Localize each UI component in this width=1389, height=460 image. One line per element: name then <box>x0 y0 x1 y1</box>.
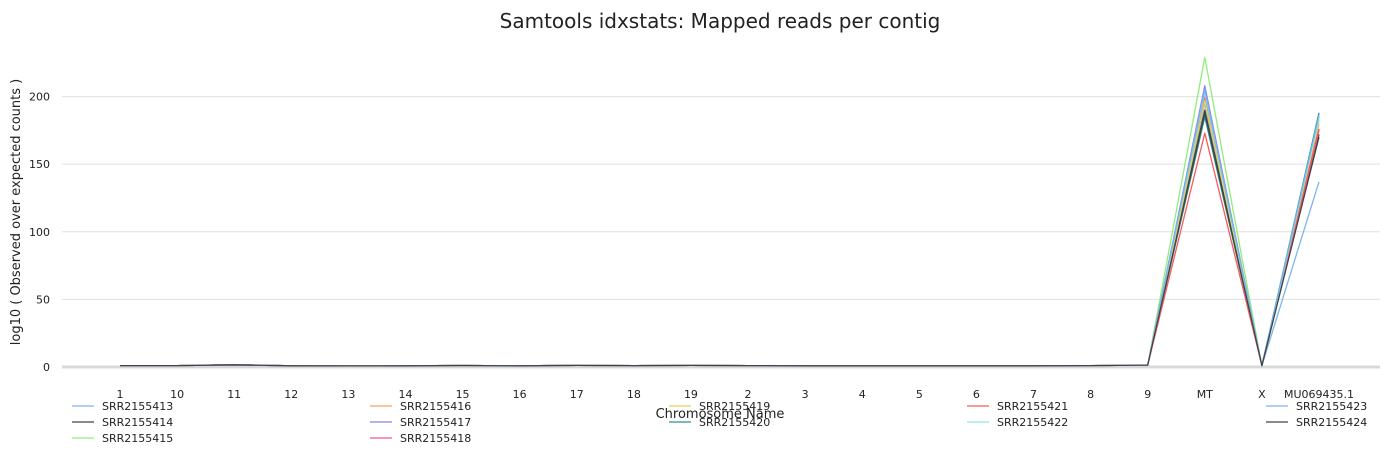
plot-area <box>120 56 1320 367</box>
legend-label: SRR2155419 <box>699 400 770 413</box>
x-axis: 1 10 11 12 13 14 15 16 17 18 19 2 3 4 5 6 7 8 9 MT X MU069435… <box>117 388 1355 401</box>
y-tick-label: 0 <box>43 361 50 374</box>
legend-label: SRR2155420 <box>699 416 770 429</box>
legend-item: SRR2155423 <box>1266 400 1367 413</box>
x-tick-label: 7 <box>1030 388 1037 401</box>
x-tick-label: 19 <box>684 388 698 401</box>
x-tick-label: MT <box>1197 388 1213 401</box>
series-line-SRR2155416 <box>120 95 1320 367</box>
x-tick-label: 1 <box>117 388 124 401</box>
legend-item: SRR2155414 <box>72 416 173 429</box>
x-tick-label: 9 <box>1144 388 1151 401</box>
legend-label: SRR2155421 <box>997 400 1068 413</box>
x-tick-label: 13 <box>341 388 355 401</box>
y-tick-label: 150 <box>29 158 50 171</box>
x-tick-label: 4 <box>859 388 866 401</box>
legend-item: SRR2155422 <box>967 416 1068 429</box>
x-tick-label: X <box>1258 388 1266 401</box>
legend-item: SRR2155419 <box>669 400 770 413</box>
legend-label: SRR2155413 <box>102 400 173 413</box>
x-tick-label: 12 <box>284 388 298 401</box>
legend-item: SRR2155421 <box>967 400 1068 413</box>
series-line-SRR2155420 <box>120 112 1320 367</box>
legend-label: SRR2155417 <box>400 416 471 429</box>
y-tick-label: 100 <box>29 226 50 239</box>
x-tick-label: 16 <box>513 388 527 401</box>
legend-label: SRR2155422 <box>997 416 1068 429</box>
legend-item: SRR2155415 <box>72 432 173 445</box>
legend-label: SRR2155423 <box>1296 400 1367 413</box>
chart-title: Samtools idxstats: Mapped reads per cont… <box>500 9 941 33</box>
series-line-SRR2155413 <box>120 102 1320 367</box>
x-tick-label: 3 <box>802 388 809 401</box>
y-tick-label: 50 <box>36 293 50 306</box>
x-tick-label: 2 <box>745 388 752 401</box>
x-tick-label: MU069435.1 <box>1284 388 1354 401</box>
y-axis: 0 50 100 150 200 <box>29 91 50 374</box>
x-tick-label: 5 <box>916 388 923 401</box>
legend-label: SRR2155418 <box>400 432 471 445</box>
legend: SRR2155413 SRR2155414 SRR2155415 SRR2155416… <box>72 400 1367 445</box>
x-tick-label: 17 <box>570 388 584 401</box>
series-line-SRR2155414 <box>120 109 1320 367</box>
x-tick-label: 14 <box>398 388 412 401</box>
series-line-SRR2155424 <box>120 112 1320 367</box>
series-line-SRR2155423 <box>120 89 1320 367</box>
legend-label: SRR2155414 <box>102 416 173 429</box>
series-line-SRR2155422 <box>120 91 1320 367</box>
legend-label: SRR2155416 <box>400 400 471 413</box>
grid <box>62 96 1380 369</box>
series-line-SRR2155418 <box>120 95 1320 367</box>
x-tick-label: 6 <box>973 388 980 401</box>
legend-item: SRR2155424 <box>1266 416 1367 429</box>
legend-label: SRR2155424 <box>1296 416 1367 429</box>
series-line-SRR2155417 <box>120 85 1320 367</box>
legend-item: SRR2155418 <box>370 432 471 445</box>
x-tick-label: 8 <box>1087 388 1094 401</box>
legend-item: SRR2155420 <box>669 416 770 429</box>
legend-item: SRR2155417 <box>370 416 471 429</box>
x-tick-label: 11 <box>227 388 241 401</box>
x-axis-label: Chromosome Name <box>656 407 785 422</box>
x-tick-label: 15 <box>456 388 470 401</box>
series-line-SRR2155419 <box>120 99 1320 367</box>
y-axis-label: log10 ( Observed over expected counts ) <box>9 79 24 346</box>
legend-item: SRR2155413 <box>72 400 173 413</box>
series-line-SRR2155415 <box>120 56 1320 367</box>
legend-item: SRR2155416 <box>370 400 471 413</box>
x-tick-label: 18 <box>627 388 641 401</box>
x-tick-label: 10 <box>170 388 184 401</box>
y-tick-label: 200 <box>29 91 50 104</box>
legend-label: SRR2155415 <box>102 432 173 445</box>
